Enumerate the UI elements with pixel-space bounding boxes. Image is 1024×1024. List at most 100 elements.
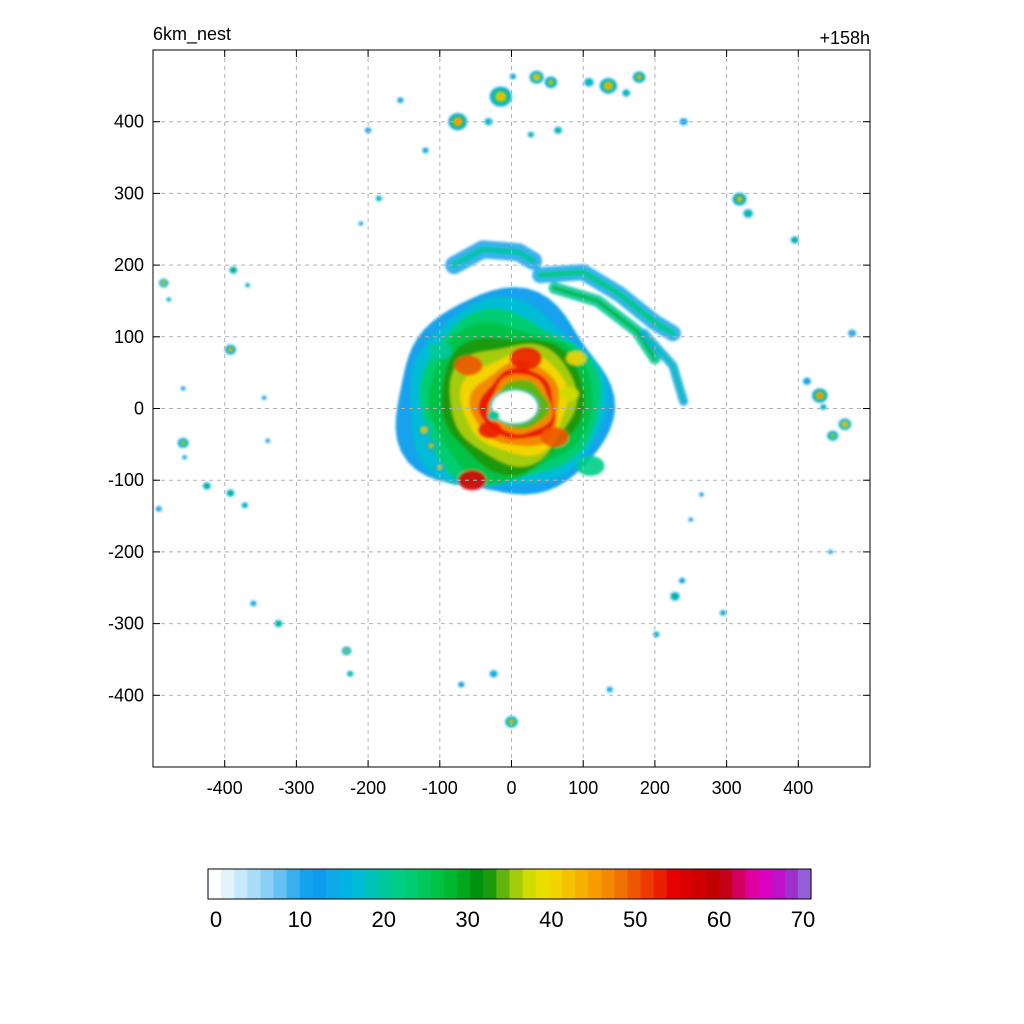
convective-cell — [719, 609, 727, 616]
colorbar-swatch — [391, 869, 406, 899]
convective-cell — [241, 502, 248, 509]
colorbar-swatch — [693, 869, 707, 899]
rainband-core — [537, 269, 676, 337]
y-tick-label: 100 — [114, 327, 144, 347]
convective-cell — [274, 620, 283, 628]
core-streak — [558, 386, 579, 402]
colorbar-swatch — [575, 869, 589, 899]
convective-cell — [827, 430, 839, 441]
colorbar-swatch — [719, 869, 733, 899]
colorbar-swatch — [325, 869, 340, 899]
colorbar-tick-label: 30 — [455, 907, 479, 932]
x-tick-label: 100 — [568, 778, 598, 798]
colorbar-swatch — [260, 869, 275, 899]
rainband-core — [552, 285, 658, 361]
convective-cell — [347, 670, 354, 677]
convective-cell — [202, 482, 211, 490]
reflectivity-field — [155, 70, 857, 728]
colorbar-swatch — [627, 869, 642, 899]
convective-cell — [632, 71, 646, 83]
convective-cell — [159, 278, 169, 288]
y-tick-label: 200 — [114, 255, 144, 275]
convective-cell — [177, 437, 189, 448]
rainband-core — [642, 331, 686, 403]
y-tick-label: 300 — [114, 183, 144, 203]
convective-cell — [802, 377, 811, 385]
x-tick-label: -200 — [350, 778, 386, 798]
convective-cell — [820, 404, 827, 410]
colorbar-swatch — [548, 869, 563, 899]
colorbar-swatch — [352, 869, 366, 899]
eye-cell — [487, 410, 500, 421]
convective-cell — [229, 266, 238, 274]
convective-cell — [544, 76, 558, 89]
colorbar-swatch — [601, 869, 615, 899]
colorbar-swatch — [273, 869, 288, 899]
colorbar-swatch — [535, 869, 550, 899]
convective-cell — [743, 209, 753, 218]
convective-cell — [732, 192, 747, 206]
x-tick-label: -300 — [278, 778, 314, 798]
title-left: 6km_nest — [153, 24, 231, 45]
y-tick-label: -300 — [108, 614, 144, 634]
colorbar-swatch — [378, 869, 393, 899]
convective-cell — [584, 77, 594, 87]
colorbar-swatch — [758, 869, 773, 899]
colorbar-swatch — [640, 869, 655, 899]
convective-cell — [790, 236, 799, 244]
convective-cell — [341, 646, 352, 656]
y-tick-label: -200 — [108, 542, 144, 562]
colorbar-swatch — [457, 869, 471, 899]
colorbar-swatch — [588, 869, 602, 899]
convective-cell — [358, 221, 364, 226]
convective-cell — [505, 716, 518, 728]
colorbar-swatch — [784, 869, 799, 899]
convective-cell — [180, 386, 186, 391]
colorbar-swatch — [561, 869, 576, 899]
convective-cell — [509, 73, 517, 80]
colorbar-tick-labels: 0 10 20 30 40 50 60 70 — [210, 907, 815, 932]
convective-cell — [265, 438, 271, 443]
colorbar: 0 10 20 30 40 50 60 70 — [207, 868, 815, 932]
convective-cell — [397, 97, 404, 104]
colorbar-swatch — [312, 869, 327, 899]
title-right: +158h — [819, 28, 870, 48]
convective-cell — [261, 395, 267, 400]
convective-cell — [416, 423, 432, 437]
convective-cell — [529, 70, 544, 84]
convective-cell — [527, 131, 535, 138]
colorbar-swatch — [208, 869, 222, 899]
x-tick-label: 200 — [640, 778, 670, 798]
colorbar-swatch — [522, 869, 537, 899]
colorbar-swatch — [365, 869, 380, 899]
colorbar-swatch — [247, 869, 262, 899]
core-streak — [540, 427, 569, 448]
colorbar-swatch — [732, 869, 747, 899]
colorbar-swatch — [221, 869, 235, 899]
rainband-core — [450, 246, 537, 269]
convective-cell — [458, 681, 465, 688]
colorbar-tick-label: 0 — [210, 907, 222, 932]
colorbar-swatch — [483, 869, 497, 899]
colorbar-frame — [207, 868, 812, 900]
y-tick-label: -400 — [108, 685, 144, 705]
convective-cell — [606, 686, 613, 693]
colorbar-tick-label: 50 — [623, 907, 647, 932]
convective-cell — [424, 440, 438, 452]
convective-cell — [375, 195, 383, 202]
x-axis: -400 -300 -200 -100 0 100 200 300 400 — [207, 50, 813, 798]
x-tick-label: 0 — [506, 778, 516, 798]
convective-cell — [554, 126, 563, 134]
colorbar-swatch — [653, 869, 668, 899]
core-streak — [509, 346, 542, 370]
colorbar-swatch — [404, 869, 419, 899]
colorbar-swatch — [679, 869, 694, 899]
colorbar-tick-label: 40 — [539, 907, 563, 932]
convective-cell — [155, 506, 162, 512]
core-streak — [565, 351, 587, 366]
colorbar-swatch — [470, 869, 484, 899]
colorbar-swatch — [299, 869, 314, 899]
convective-cell — [226, 489, 235, 497]
convective-cell — [838, 418, 852, 431]
y-tick-label: -100 — [108, 470, 144, 490]
